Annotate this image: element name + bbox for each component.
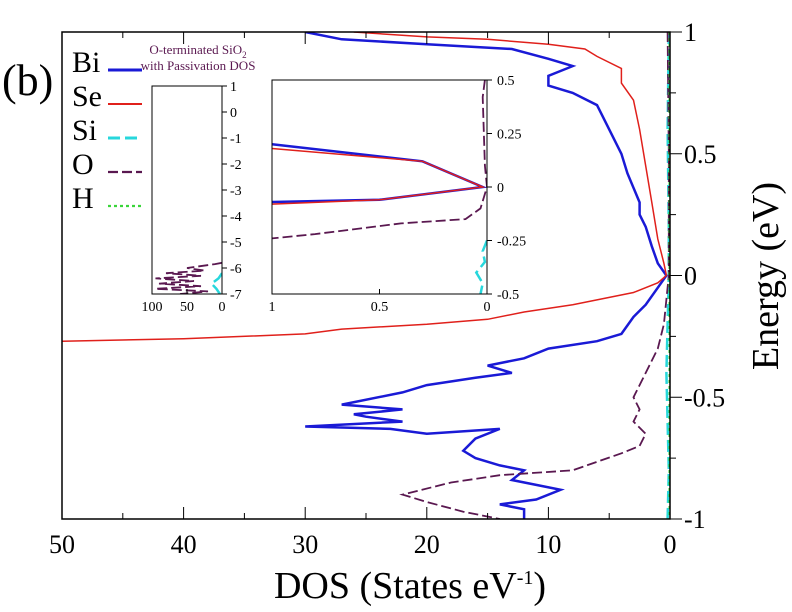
- x-tick-label: 0: [664, 530, 677, 559]
- y-tick-label: -0.5: [684, 383, 725, 412]
- y-tick-label: 0: [497, 181, 504, 196]
- x-tick-label: 50: [180, 300, 194, 315]
- x-tick-label: 50: [49, 530, 75, 559]
- x-tick-label: 10: [535, 530, 561, 559]
- legend-item-Bi: Bi: [72, 46, 142, 79]
- y-tick-label: -1: [684, 505, 706, 534]
- y-tick-label: -7: [230, 288, 242, 303]
- legend-item-H: H: [72, 182, 142, 215]
- series-O-line: [155, 261, 222, 294]
- plot-frame: [271, 79, 488, 295]
- legend-title-line1: O-terminated SiO2: [149, 42, 246, 60]
- y-tick-label: 0: [684, 262, 697, 291]
- x-tick-label: 30: [292, 530, 318, 559]
- series-Si-line: [209, 272, 222, 294]
- legend-label: H: [72, 182, 94, 215]
- x-tick-label: 1: [269, 300, 276, 315]
- legend-item-O: O: [72, 148, 142, 181]
- y-tick-label: -3: [230, 184, 242, 199]
- x-tick-label: 20: [414, 530, 440, 559]
- x-tick-label: 40: [171, 530, 197, 559]
- x-tick-label: 0.5: [371, 300, 389, 315]
- y-tick-label: 0: [230, 106, 237, 121]
- y-tick-label: 1: [230, 80, 237, 95]
- legend-label: Se: [72, 80, 102, 113]
- y-tick-label: -5: [230, 236, 242, 251]
- y-tick-label: -0.25: [497, 234, 526, 249]
- series-Si-line: [474, 240, 487, 294]
- y-tick-label: -2: [230, 158, 242, 173]
- inset-right-plot: 1 0.5 0 0.5 0.25 0 -0.25 -0.5: [269, 74, 527, 315]
- y-axis-label: Energy (eV): [745, 182, 787, 370]
- series-O-line: [272, 80, 487, 240]
- legend-title-line2: with Passivation DOS: [141, 58, 256, 73]
- series-Bi-line: [304, 32, 668, 519]
- legend-item-Si: Si: [72, 114, 142, 147]
- y-tick-label: -6: [230, 262, 242, 277]
- main-plot-area: 50 40 30 20 10 010.50-0.5-1: [49, 18, 725, 559]
- plot-frame: [61, 31, 671, 520]
- y-tick-label: -4: [230, 210, 242, 225]
- panel-label: (b): [2, 56, 53, 105]
- x-axis-label: DOS (States eV-1): [274, 565, 546, 607]
- legend-item-Se: Se: [72, 80, 142, 113]
- y-tick-label: 0.25: [497, 127, 522, 142]
- plot-frame: [151, 85, 223, 295]
- y-tick-label: 0.5: [497, 74, 515, 89]
- legend-label: Bi: [72, 46, 100, 79]
- x-tick-label: 0: [484, 300, 491, 315]
- series-O-line: [399, 32, 670, 519]
- x-tick-label: 100: [142, 300, 163, 315]
- x-tick-label: 0: [219, 300, 226, 315]
- legend-label: O: [72, 148, 94, 181]
- y-tick-label: 1: [684, 18, 697, 47]
- series-Se-line: [62, 32, 668, 342]
- inset-left-plot: 100 50 0 1 0 -1 -2 -3 -4 -5 -6 -7: [142, 80, 242, 315]
- y-tick-label: -0.5: [497, 288, 519, 303]
- legend-label: Si: [72, 114, 97, 147]
- y-tick-label: -1: [230, 132, 242, 147]
- y-tick-label: 0.5: [684, 140, 717, 169]
- series-Se-line: [272, 147, 486, 205]
